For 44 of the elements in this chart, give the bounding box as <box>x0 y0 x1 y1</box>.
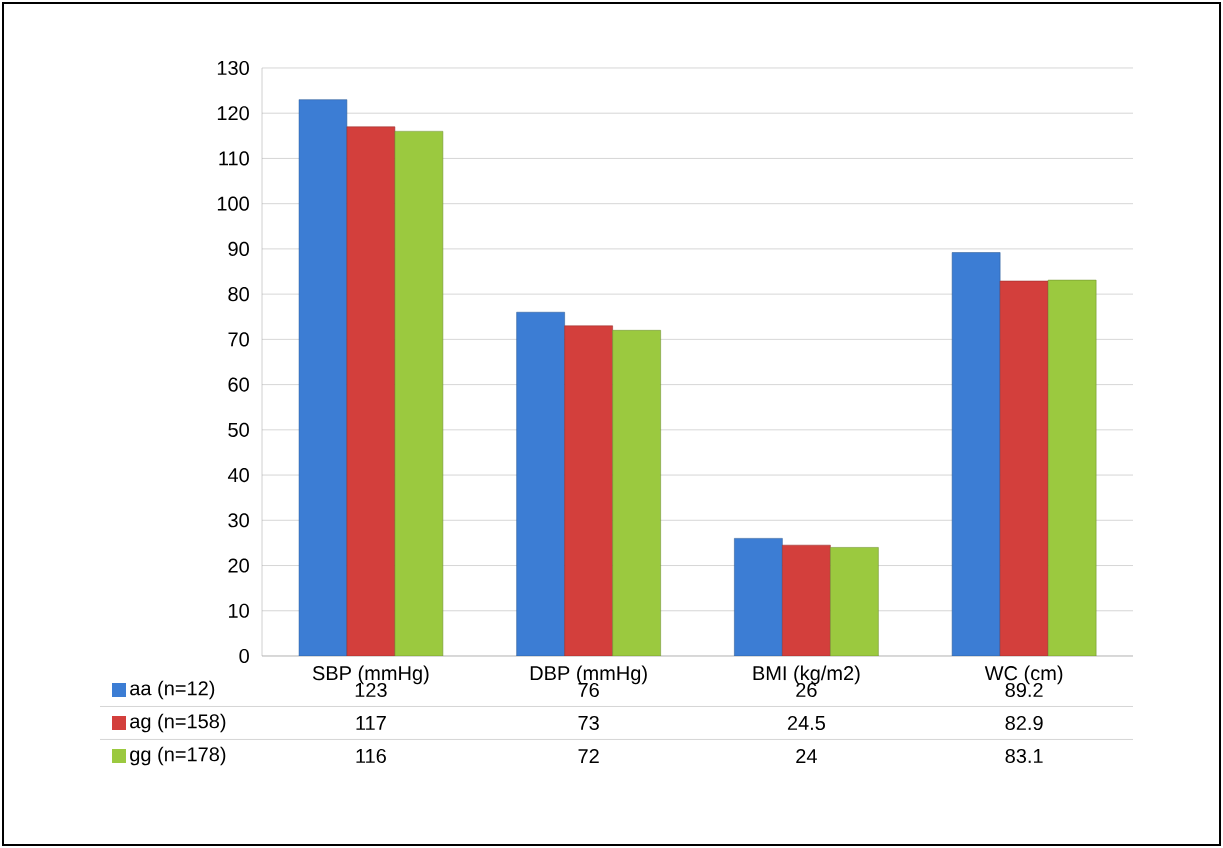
x-tick-label: SBP (mmHg) <box>312 665 429 685</box>
y-tick-label: 50 <box>228 422 249 437</box>
y-tick-label: 40 <box>227 467 249 483</box>
bar <box>830 547 879 656</box>
y-tick-label: 110 <box>219 151 249 166</box>
data-label: 24 <box>796 749 817 763</box>
data-label: 72 <box>578 749 599 763</box>
legend-label: ag (n=158) <box>130 713 226 733</box>
bar <box>346 126 396 656</box>
y-tick-label: 10 <box>229 603 249 618</box>
data-label: 24.5 <box>787 715 826 731</box>
data-label: 82.9 <box>1005 715 1043 731</box>
data-label: 83.1 <box>1005 748 1043 764</box>
bar <box>1047 279 1097 656</box>
y-tick-label: 70 <box>228 332 249 347</box>
y-tick-label: 60 <box>228 377 249 392</box>
y-tick-label: 100 <box>217 196 249 211</box>
y-tick-label: 80 <box>228 287 249 302</box>
data-label: 117 <box>356 716 386 730</box>
bar <box>951 252 1001 656</box>
bar <box>564 325 613 656</box>
bar <box>782 544 831 656</box>
y-tick-label: 0 <box>239 648 249 664</box>
data-label: 89.2 <box>1005 682 1043 698</box>
bar <box>999 280 1049 656</box>
data-label: 73 <box>578 715 599 731</box>
y-tick-label: 20 <box>228 558 249 573</box>
bar <box>612 330 661 656</box>
bar <box>298 99 348 656</box>
bar <box>516 311 565 656</box>
y-tick-label: 90 <box>228 241 249 256</box>
legend-label: gg (n=178) <box>130 746 226 766</box>
bar <box>734 538 783 656</box>
legend-label: aa (n=12) <box>130 680 215 700</box>
data-label: 116 <box>356 748 386 764</box>
data-label: 26 <box>796 682 817 698</box>
bar <box>394 131 444 656</box>
x-tick-label: DBP (mmHg) <box>530 665 647 685</box>
y-tick-label: 130 <box>217 60 249 76</box>
data-label: 76 <box>578 682 599 698</box>
x-tick-label: BMI (kg/m2) <box>753 665 860 685</box>
y-tick-label: 120 <box>217 106 249 121</box>
y-tick-label: 30 <box>228 513 249 528</box>
data-label: 123 <box>355 682 387 698</box>
